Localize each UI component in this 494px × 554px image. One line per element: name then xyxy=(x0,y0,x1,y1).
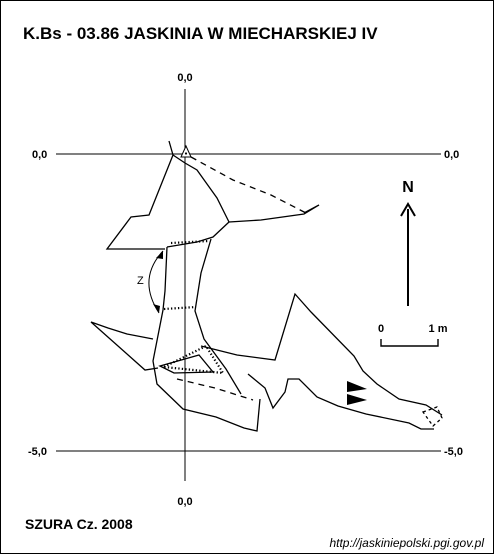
slope-arrows-icon xyxy=(347,381,367,405)
north-label: N xyxy=(402,179,414,196)
axis-label-lower-right: -5,0 xyxy=(444,446,463,458)
scale-end-label: 1 m xyxy=(429,323,448,335)
axis-label-lower-left: -5,0 xyxy=(28,446,47,458)
axis-label-bottom: 0,0 xyxy=(177,496,192,508)
z-label: Z xyxy=(137,275,144,287)
cave-outline xyxy=(90,140,443,432)
source-url: http://jaskiniepolski.pgi.gov.pl xyxy=(329,536,484,550)
author-credit: SZURA Cz. 2008 xyxy=(25,516,133,532)
ledge-markers xyxy=(160,239,226,375)
axis-label-upper-left: 0,0 xyxy=(32,149,47,161)
coordinate-grid xyxy=(56,89,441,481)
axis-label-upper-right: 0,0 xyxy=(444,149,459,161)
axis-label-top: 0,0 xyxy=(177,72,192,84)
map-title: K.Bs - 03.86 JASKINIA W MIECHARSKIEJ IV xyxy=(23,24,378,43)
north-arrow-icon xyxy=(400,202,416,306)
z-arc xyxy=(148,250,164,314)
survey-station-icon xyxy=(180,144,192,158)
scale-bar xyxy=(380,339,439,347)
scale-start-label: 0 xyxy=(378,323,384,335)
rock-outcrop xyxy=(158,354,215,374)
dashed-passages xyxy=(176,156,307,401)
